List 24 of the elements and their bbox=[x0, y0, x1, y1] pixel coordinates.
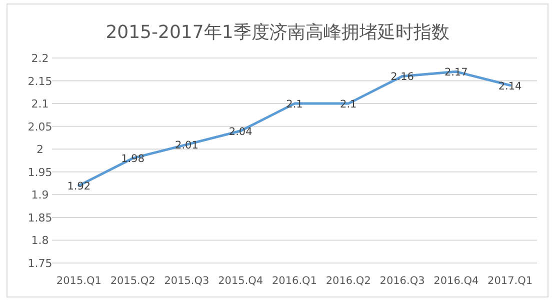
data-label: 2.14 bbox=[498, 80, 522, 92]
y-tick-label: 1.9 bbox=[31, 188, 49, 202]
y-tick-label: 1.95 bbox=[28, 166, 52, 179]
y-tick-label: 2 bbox=[36, 143, 44, 156]
x-tick-label: 2015.Q1 bbox=[56, 275, 102, 287]
y-tick-label: 1.75 bbox=[28, 257, 52, 270]
y-tick-label: 2.05 bbox=[28, 120, 52, 134]
x-tick-label: 2015.Q3 bbox=[164, 275, 210, 287]
y-tick-label: 2.1 bbox=[31, 98, 49, 111]
chart-title: 2015-2017年1季度济南高峰拥堵延时指数 bbox=[106, 22, 450, 43]
x-tick-label: 2016.Q1 bbox=[272, 275, 318, 287]
data-label: 1.92 bbox=[67, 180, 91, 193]
y-tick-label: 2.2 bbox=[31, 52, 49, 65]
x-tick-label: 2016.Q4 bbox=[434, 275, 479, 287]
y-tick-label: 1.8 bbox=[31, 234, 49, 248]
x-tick-label: 2017.Q1 bbox=[488, 275, 533, 287]
y-tick-label: 2.15 bbox=[28, 74, 52, 88]
x-tick-label: 2016.Q2 bbox=[326, 275, 371, 287]
data-label: 2.17 bbox=[444, 66, 468, 79]
x-tick-label: 2016.Q3 bbox=[380, 275, 425, 287]
x-tick-label: 2015.Q4 bbox=[218, 275, 264, 287]
x-tick-label: 2015.Q2 bbox=[110, 275, 156, 287]
y-tick-label: 1.85 bbox=[28, 211, 52, 224]
data-label: 2.1 bbox=[286, 98, 303, 111]
